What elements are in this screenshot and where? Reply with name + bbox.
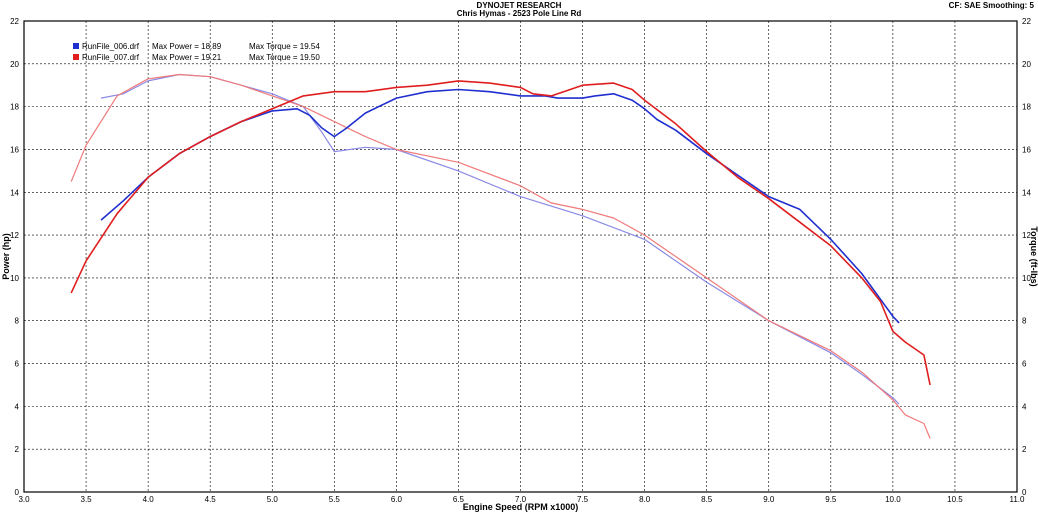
plot-frame [23,20,1018,493]
series-line-torque-run006 [100,73,900,405]
x-tick-label: 8.0 [639,495,651,504]
y-tick-label: 6 [15,360,20,369]
x-tick-label: 4.5 [205,495,217,504]
series-line-power-run006 [100,88,900,324]
y2-tick-label: 2 [1022,445,1027,454]
y-tick-label: 20 [10,60,19,69]
x-tick-label: 3.0 [18,495,30,504]
y2-tick-label: 8 [1022,317,1027,326]
x-tick-label: 9.0 [763,495,775,504]
legend-swatch-1 [73,43,79,49]
x-tick-label: 8.5 [701,495,713,504]
y2-tick-label: 4 [1022,402,1027,411]
x-tick-label: 5.5 [329,495,341,504]
series-line-power-run007 [70,80,931,386]
y2-tick-label: 0 [1022,488,1027,497]
settings-label: CF: SAE Smoothing: 5 [948,1,1034,10]
y-axis-label: Power (hp) [1,233,11,280]
x-tick-label: 10.0 [885,495,901,504]
y2-tick-label: 14 [1022,188,1031,197]
x-tick-label: 10.5 [947,495,963,504]
legend-power-1: Max Power = 18.89 [152,42,222,51]
y-tick-label: 4 [15,402,20,411]
chart-title: DYNOJET RESEARCH [476,1,562,10]
x-tick-label: 6.0 [391,495,403,504]
y-tick-label: 0 [15,488,20,497]
x-tick-label: 5.0 [267,495,279,504]
chart-subtitle: Chris Hymas - 2523 Pole Line Rd [456,9,582,18]
series-line-torque-run007 [70,73,931,439]
x-axis-ticks: 3.0 3.5 4.0 4.5 5.0 5.5 6.0 6.5 7.0 7.5 8.0 8.5 9.0 9… [18,495,1025,504]
x-tick-label: 3.5 [81,495,93,504]
legend-swatch-2 [73,54,79,60]
legend: RunFile_006.drf Max Power = 18.89 Max To… [73,42,320,62]
legend-power-2: Max Power = 19.21 [152,53,222,62]
y2-tick-label: 16 [1022,145,1031,154]
y-tick-label: 16 [10,145,19,154]
y-tick-label: 8 [15,317,20,326]
legend-torque-1: Max Torque = 19.54 [249,42,320,51]
y2-tick-label: 20 [1022,60,1031,69]
y-tick-label: 10 [10,274,19,283]
y2-tick-label: 6 [1022,360,1027,369]
legend-file-2: RunFile_007.drf [82,53,140,62]
x-tick-label: 4.0 [143,495,155,504]
x-tick-label: 6.5 [453,495,465,504]
y2-tick-label: 12 [1022,231,1031,240]
y-axis-ticks: 0 2 4 6 8 10 12 14 16 18 20 22 [10,17,19,497]
y2-axis-label: Torque (ft-lbs) [1029,226,1038,286]
x-tick-label: 7.0 [515,495,527,504]
x-tick-label: 9.5 [825,495,837,504]
y-tick-label: 12 [10,231,19,240]
x-tick-label: 7.5 [577,495,589,504]
legend-file-1: RunFile_006.drf [82,42,140,51]
legend-torque-2: Max Torque = 19.50 [249,53,320,62]
y-tick-label: 14 [10,188,19,197]
x-tick-label: 11.0 [1010,495,1026,504]
y-tick-label: 22 [10,17,19,26]
y2-tick-label: 22 [1022,17,1031,26]
y2-axis-ticks: 0 2 4 6 8 10 12 14 16 18 20 22 [1022,17,1031,497]
y2-tick-label: 10 [1022,274,1031,283]
series-lines [70,73,931,439]
y2-tick-label: 18 [1022,103,1031,112]
y-tick-label: 2 [15,445,20,454]
grid-lines [23,20,1018,493]
y-tick-label: 18 [10,103,19,112]
x-axis-label: Engine Speed (RPM x1000) [463,502,579,512]
